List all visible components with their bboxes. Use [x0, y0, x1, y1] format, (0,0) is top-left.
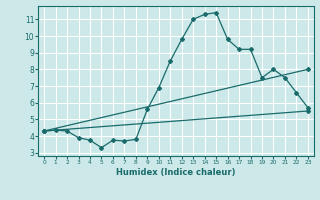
X-axis label: Humidex (Indice chaleur): Humidex (Indice chaleur)	[116, 168, 236, 177]
